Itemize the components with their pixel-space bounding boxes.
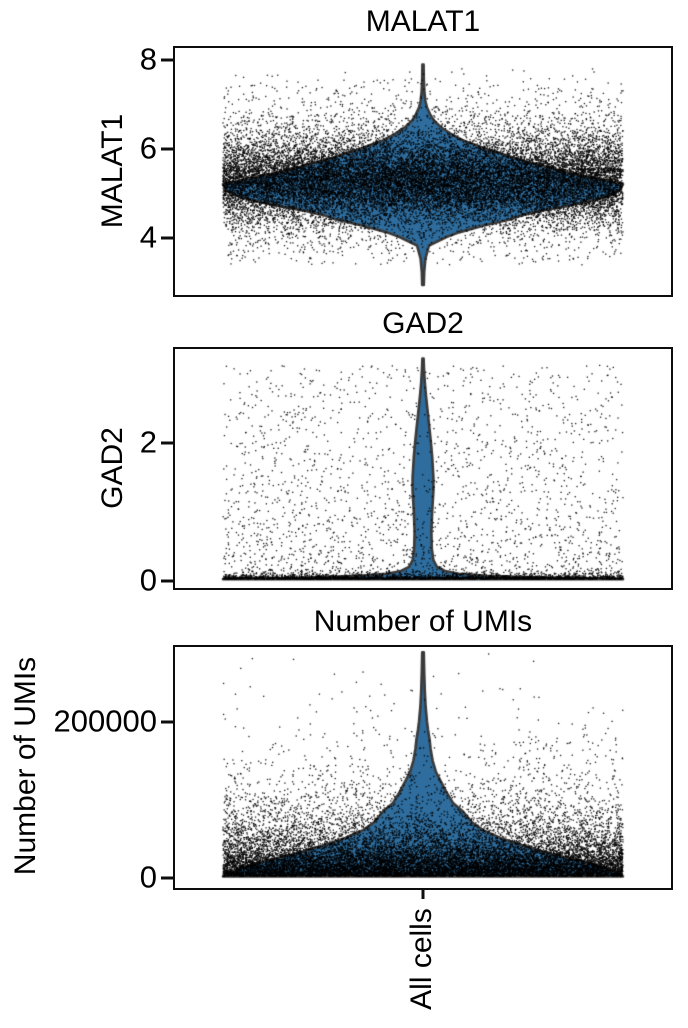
y-tick-label: 2 xyxy=(139,424,157,460)
panel-title-umis: Number of UMIs xyxy=(313,605,533,638)
y-tick-label: 4 xyxy=(139,219,157,255)
y-tick-mark xyxy=(161,147,173,151)
x-tick-label-all-cells: All cells xyxy=(405,908,438,1010)
y-tick-label: 0 xyxy=(139,562,157,598)
y-tick-mark xyxy=(161,441,173,445)
violin-canvas-umis xyxy=(175,647,671,888)
violin-canvas-gad2 xyxy=(175,349,671,588)
y-tick-mark xyxy=(161,876,173,880)
y-axis-label-malat1: MALAT1 xyxy=(96,113,129,229)
panel-title-gad2: GAD2 xyxy=(382,307,464,340)
y-tick-label: 0 xyxy=(139,859,157,895)
plot-panel-gad2 xyxy=(173,347,673,590)
plot-panel-umis xyxy=(173,645,673,890)
plot-panel-malat1 xyxy=(173,46,673,297)
y-tick-mark xyxy=(161,58,173,62)
y-axis-label-umis: Number of UMIs xyxy=(9,656,42,876)
y-tick-label: 200000 xyxy=(53,703,157,739)
y-tick-mark xyxy=(161,579,173,583)
panel-title-malat1: MALAT1 xyxy=(365,5,481,38)
x-tick-mark xyxy=(421,890,425,899)
y-tick-mark xyxy=(161,720,173,724)
y-tick-label: 6 xyxy=(139,130,157,166)
y-tick-label: 8 xyxy=(139,41,157,77)
y-tick-mark xyxy=(161,236,173,240)
violin-canvas-malat1 xyxy=(175,48,671,295)
